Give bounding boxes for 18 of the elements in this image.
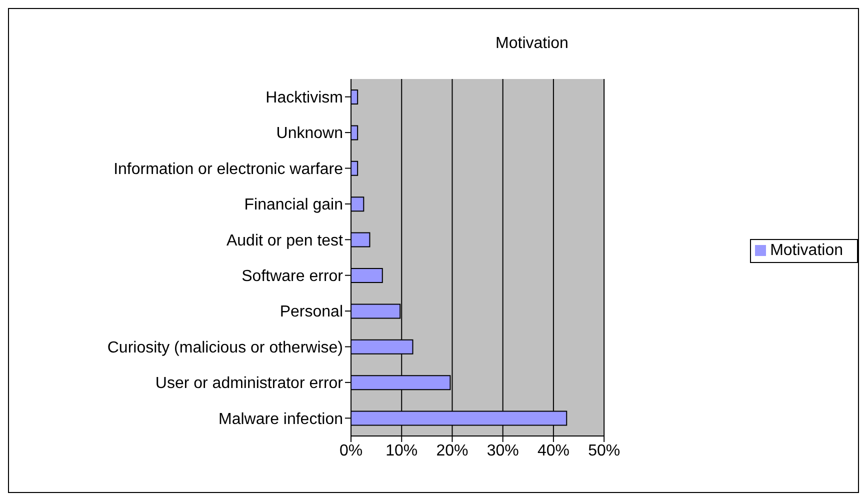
y-tick-label: Software error	[242, 268, 344, 286]
x-tick-label: 20%	[436, 442, 468, 460]
x-tick-label: 50%	[588, 442, 620, 460]
y-tick-label: Unknown	[276, 125, 343, 142]
y-tick-label: Personal	[280, 304, 343, 321]
x-tick-label: 0%	[339, 442, 363, 460]
y-tick-label: Malware infection	[218, 410, 343, 428]
y-tick-label: Information or electronic warfare	[114, 160, 344, 178]
y-tick-label: Financial gain	[244, 196, 343, 214]
x-tick-label: 10%	[386, 442, 418, 460]
y-tick-label: User or administrator error	[155, 375, 344, 392]
x-tick-label: 40%	[537, 442, 570, 460]
legend-label: Motivation	[770, 242, 843, 258]
x-tick-label: 30%	[486, 442, 519, 460]
y-tick-label: Audit or pen test	[226, 232, 344, 250]
chart-title: Motivation	[494, 35, 570, 53]
y-tick-label: Curiosity (malicious or otherwise)	[107, 339, 343, 356]
y-tick-label: Hacktivism	[266, 90, 343, 107]
